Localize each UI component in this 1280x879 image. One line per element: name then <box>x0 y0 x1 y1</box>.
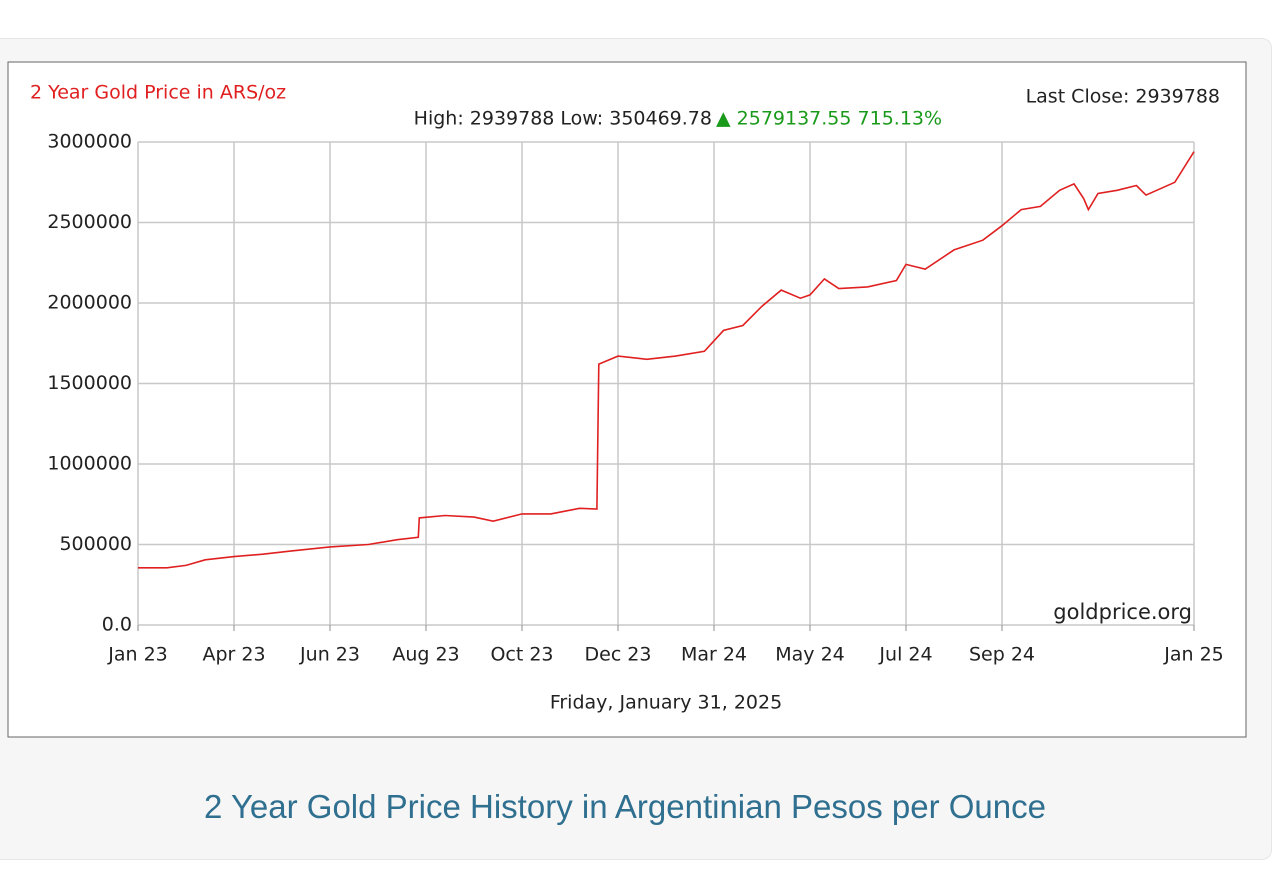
chart-title: 2 Year Gold Price in ARS/oz <box>30 82 286 104</box>
caption: 2 Year Gold Price History in Argentinian… <box>204 788 1046 825</box>
y-tick-label: 2500000 <box>47 211 132 233</box>
x-tick-label: Jan 23 <box>107 644 168 666</box>
y-tick-label: 500000 <box>59 533 132 555</box>
date-label: Friday, January 31, 2025 <box>550 692 782 714</box>
x-tick-label: Oct 23 <box>490 644 553 666</box>
y-tick-label: 3000000 <box>47 131 132 153</box>
last-close: Last Close: 2939788 <box>1026 86 1220 108</box>
high-low: High: 2939788 Low: 350469.78 <box>414 108 712 130</box>
x-tick-label: Dec 23 <box>585 644 652 666</box>
x-tick-label: May 24 <box>775 644 845 666</box>
y-tick-label: 1000000 <box>47 453 132 475</box>
chart-frame <box>7 61 1247 738</box>
x-tick-label: Jun 23 <box>299 644 360 666</box>
x-tick-label: Sep 24 <box>969 644 1035 666</box>
source: goldprice.org <box>1053 600 1192 624</box>
y-tick-label: 2000000 <box>47 292 132 314</box>
y-tick-label: 0.0 <box>102 614 132 636</box>
change: ▲ 2579137.55 715.13% <box>716 108 942 130</box>
x-tick-label: Jan 25 <box>1163 644 1224 666</box>
x-tick-label: Mar 24 <box>681 644 747 666</box>
y-tick-label: 1500000 <box>47 372 132 394</box>
x-tick-label: Aug 23 <box>392 644 459 666</box>
price-line <box>138 151 1195 569</box>
x-tick-label: Apr 23 <box>202 644 265 666</box>
x-tick-label: Jul 24 <box>878 644 932 666</box>
